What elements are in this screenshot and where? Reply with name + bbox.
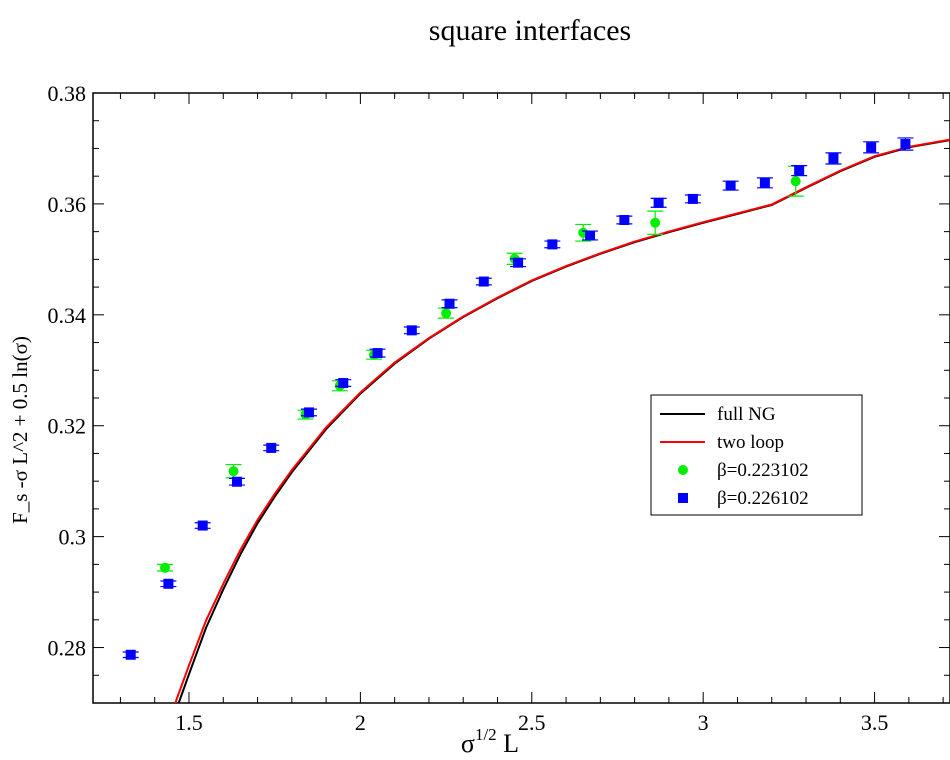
point-marker [266, 442, 277, 453]
point-marker [900, 139, 911, 150]
data-point [225, 463, 242, 479]
x-tick-label: 1.5 [175, 710, 203, 735]
data-point [403, 325, 420, 336]
point-marker [585, 230, 596, 241]
point-marker [650, 217, 661, 228]
legend-label: full NG [717, 404, 776, 425]
point-marker [338, 378, 349, 389]
point-marker [159, 562, 170, 573]
x-axis-label-base: σ [461, 729, 475, 758]
legend: full NG two loop β=0.223102 β=0.226102 [650, 394, 863, 516]
data-point [194, 520, 211, 531]
point-marker [790, 176, 801, 187]
point-marker [228, 466, 239, 477]
legend-label: β=0.226102 [717, 488, 809, 509]
point-marker [828, 153, 839, 164]
y-tick-label: 0.34 [48, 303, 87, 328]
data-point [650, 197, 667, 208]
point-marker [687, 193, 698, 204]
data-point [582, 230, 599, 241]
data-point [228, 476, 245, 487]
data-point [475, 276, 492, 287]
data-point [722, 180, 739, 191]
data-point [335, 378, 352, 389]
data-point [791, 165, 808, 177]
legend-label: two loop [717, 432, 784, 453]
data-point [616, 214, 633, 225]
data-point [122, 649, 139, 660]
y-tick-label: 0.3 [59, 525, 87, 550]
point-marker [372, 348, 383, 359]
point-marker [866, 142, 877, 153]
y-tick-label: 0.38 [48, 81, 87, 106]
x-axis: 1.5 2 2.5 3 3.5 [119, 93, 944, 735]
point-marker [303, 407, 314, 418]
plot-area [92, 92, 950, 704]
point-marker [547, 239, 558, 250]
y-tick-label: 0.36 [48, 192, 87, 217]
x-tick-label: 2.5 [518, 710, 546, 735]
data-points [122, 137, 914, 660]
point-marker [725, 180, 736, 191]
data-point [756, 177, 773, 189]
point-marker [231, 476, 242, 487]
data-point [438, 307, 455, 319]
data-point [647, 210, 664, 236]
data-point [684, 193, 701, 204]
point-marker [759, 177, 770, 188]
legend-marker [678, 465, 688, 475]
point-marker [125, 649, 136, 660]
x-axis-label-tail: L [497, 729, 519, 758]
legend-marker [678, 493, 688, 503]
point-marker [794, 165, 805, 176]
x-tick-label: 2 [355, 710, 366, 735]
data-point [441, 298, 458, 309]
chart-title: square interfaces [429, 14, 631, 47]
point-marker [653, 197, 664, 208]
data-point [263, 442, 280, 453]
x-tick-label: 3.5 [861, 710, 889, 735]
data-point [369, 348, 386, 359]
fit-curves [174, 138, 950, 703]
point-marker [619, 214, 630, 225]
curve-two-loop [174, 138, 950, 703]
data-point [156, 562, 173, 573]
x-axis-label: σ1/2 L [461, 725, 519, 758]
data-point [160, 578, 177, 589]
x-axis-label-superscript: 1/2 [475, 725, 497, 744]
point-marker [478, 276, 489, 287]
y-axis: 0.28 0.3 0.32 0.34 0.36 0.38 [48, 81, 950, 704]
data-point [863, 141, 880, 154]
y-tick-label: 0.32 [48, 414, 87, 439]
point-marker [197, 520, 208, 531]
legend-label: β=0.223102 [717, 460, 809, 481]
data-point [897, 137, 914, 151]
data-point [825, 152, 842, 165]
point-marker [444, 298, 455, 309]
data-point [544, 239, 561, 250]
y-axis-label: F_s -σ L^2 + 0.5 ln(σ) [8, 336, 32, 524]
data-point [300, 407, 317, 418]
point-marker [441, 308, 452, 319]
point-marker [163, 578, 174, 589]
x-tick-label: 3 [698, 710, 709, 735]
data-point [510, 257, 527, 268]
y-tick-label: 0.28 [48, 636, 87, 661]
point-marker [406, 325, 417, 336]
point-marker [513, 257, 524, 268]
